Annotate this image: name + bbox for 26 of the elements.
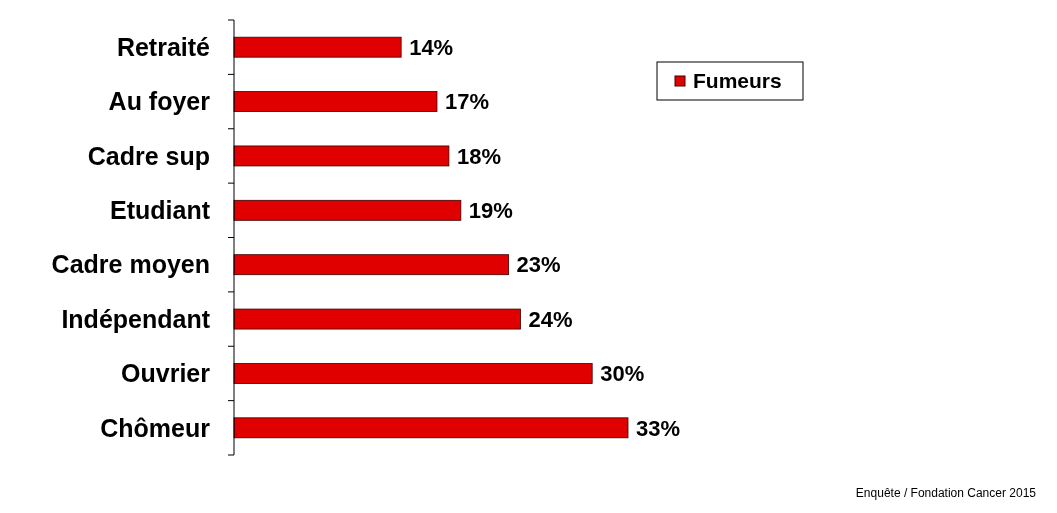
y-tick-label: Indépendant	[61, 304, 211, 333]
y-tick-label: Chômeur	[100, 413, 211, 442]
y-tick-label: Etudiant	[110, 196, 211, 225]
bar	[233, 199, 462, 221]
bar	[233, 363, 593, 384]
data-label: 24%	[528, 306, 573, 332]
data-label: 19%	[468, 198, 513, 224]
y-tick-label: Au foyer	[108, 87, 211, 116]
bar	[233, 145, 450, 167]
y-tick-label: Cadre sup	[87, 141, 210, 170]
data-label: 33%	[636, 415, 681, 441]
data-label: 17%	[444, 89, 490, 115]
data-label: 18%	[456, 143, 501, 169]
data-label: 23%	[516, 252, 561, 278]
bar	[233, 254, 510, 276]
bar	[233, 36, 402, 58]
text: Enquête / Fondation Cancer 2015	[855, 486, 1037, 500]
legend-label: Fumeurs	[693, 69, 782, 93]
data-label: 30%	[600, 361, 645, 387]
y-tick-label: Retraité	[116, 32, 211, 61]
y-tick-label: Cadre moyen	[51, 250, 210, 279]
y-tick-label: Ouvrier	[121, 359, 211, 388]
bar	[233, 91, 438, 112]
data-label: 14%	[409, 34, 454, 60]
bar	[233, 308, 521, 330]
bar	[233, 417, 629, 439]
